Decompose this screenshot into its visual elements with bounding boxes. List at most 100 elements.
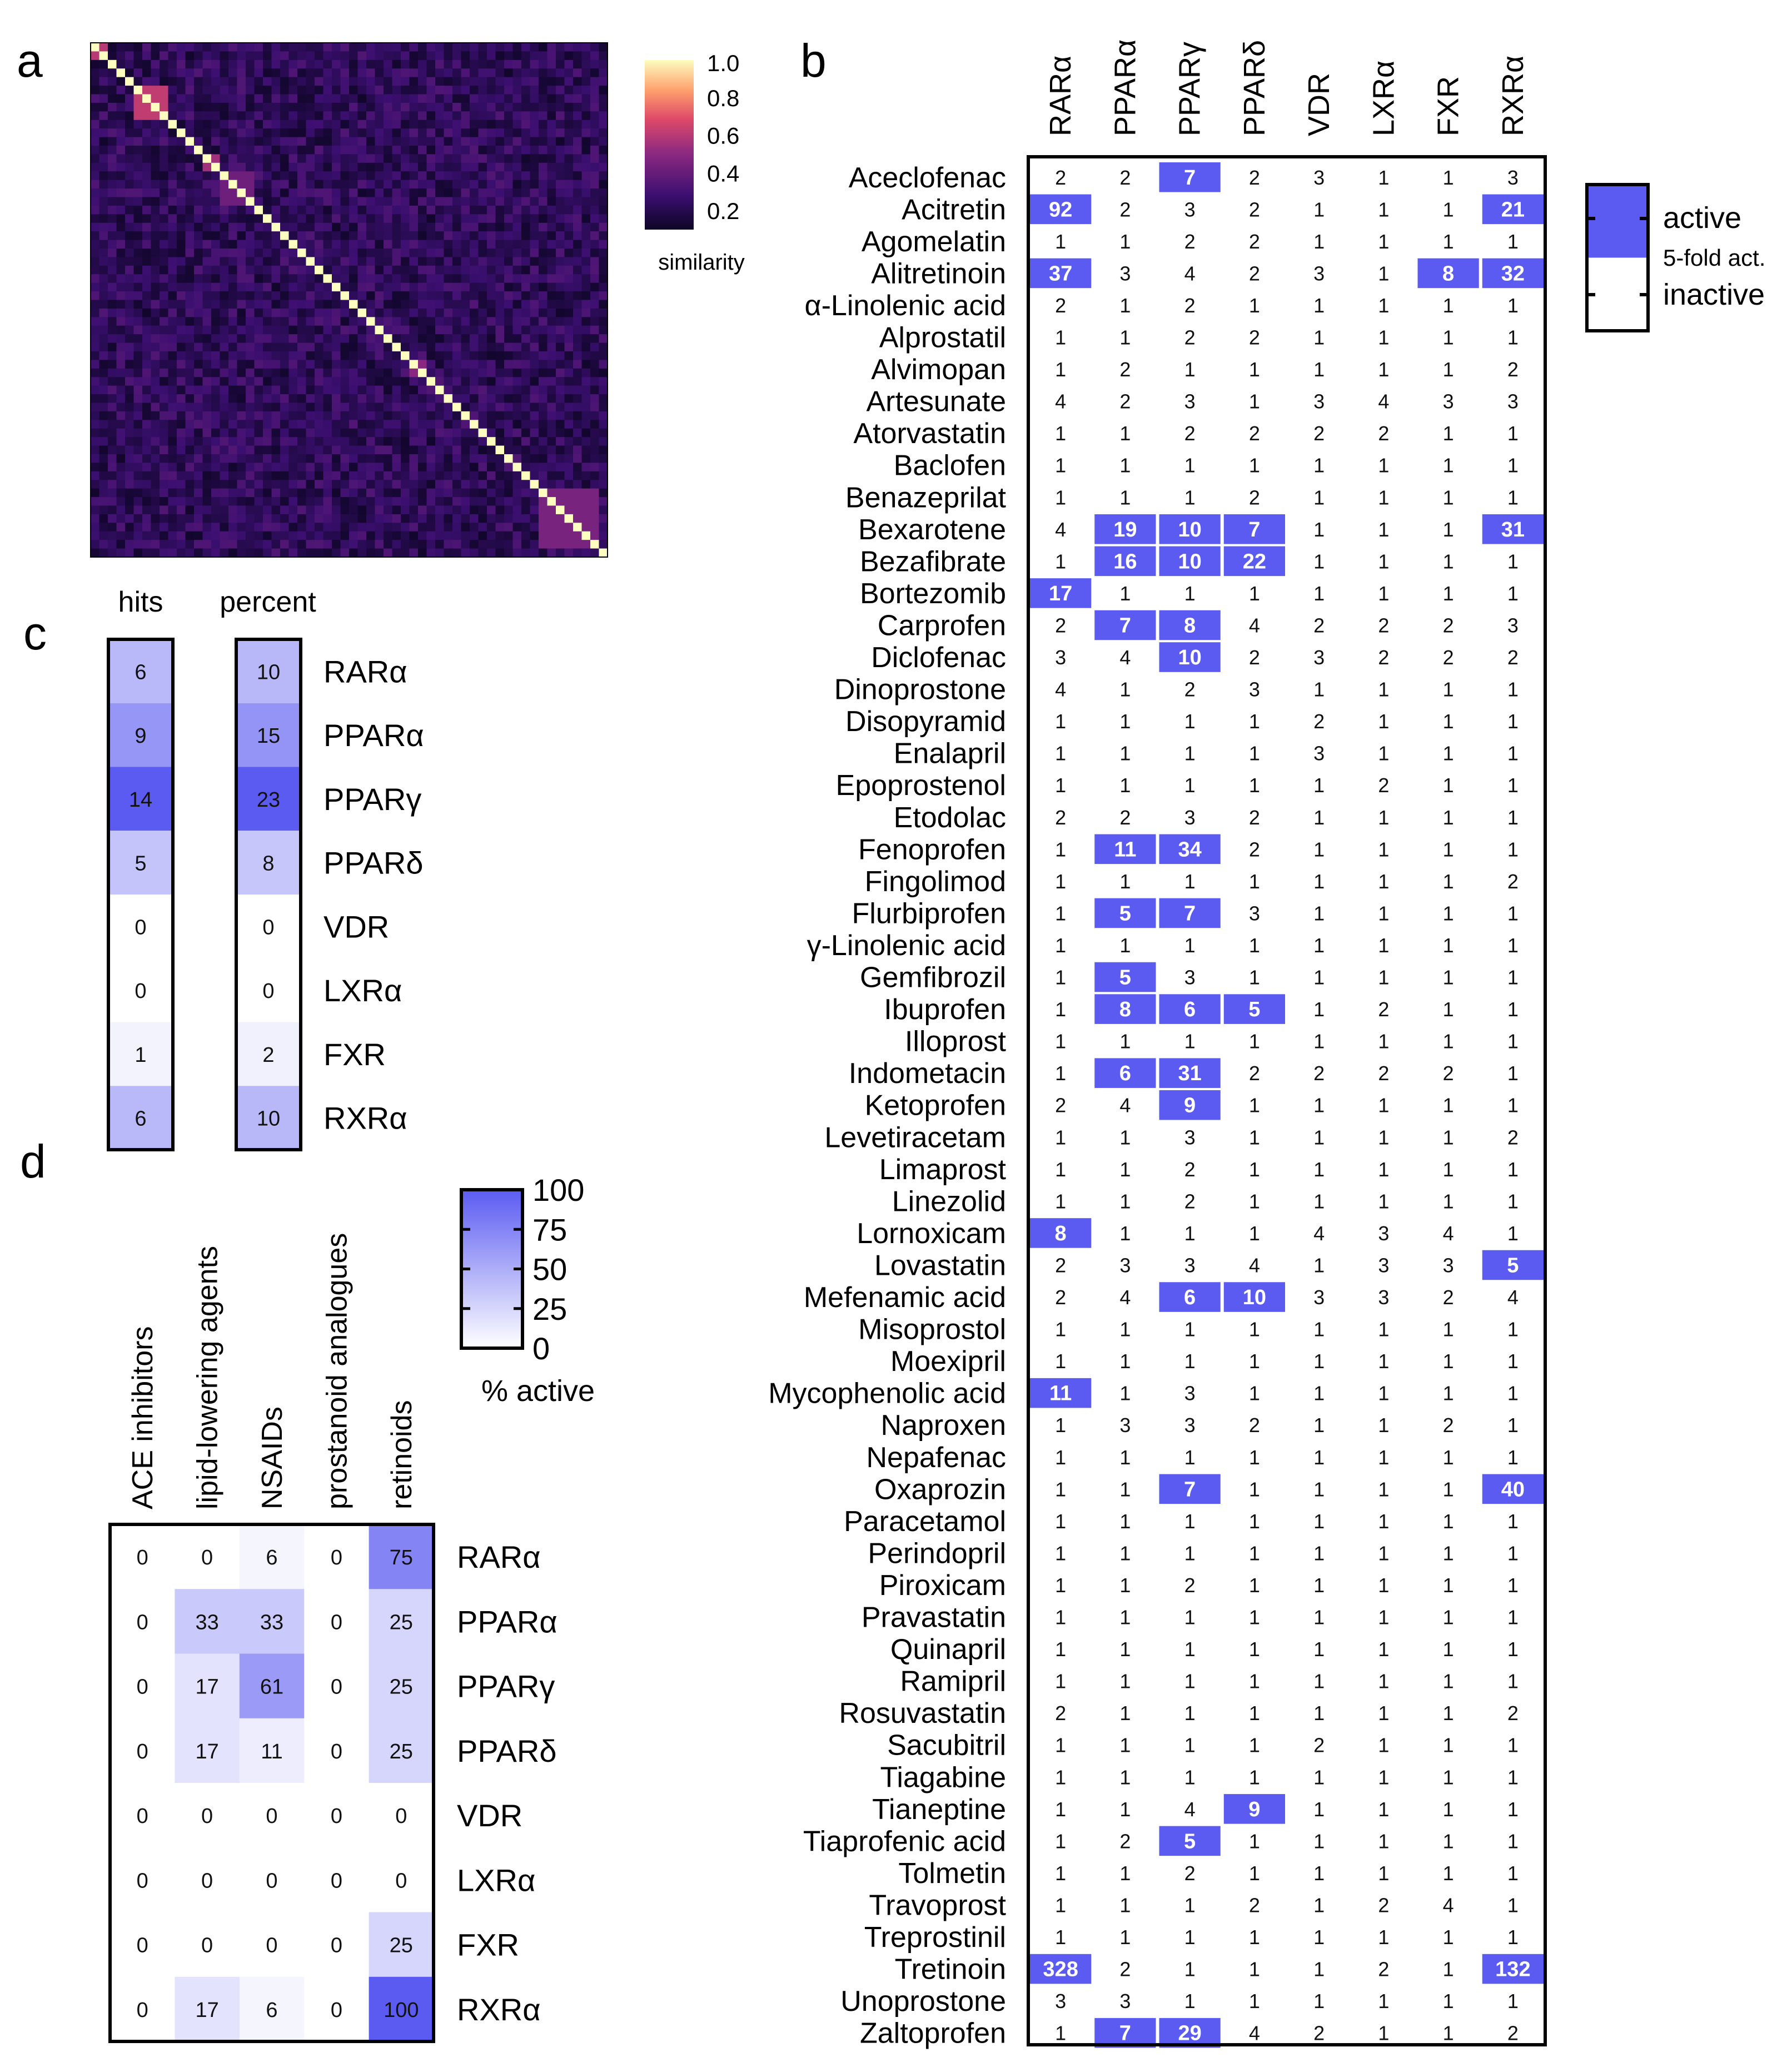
similarity-cell xyxy=(504,102,514,112)
similarity-cell xyxy=(375,505,384,515)
drug-class-header: retinoids xyxy=(386,1400,418,1509)
similarity-cell xyxy=(202,274,212,284)
similarity-cell xyxy=(444,497,453,506)
activity-value: 1 xyxy=(1184,1542,1196,1564)
similarity-cell xyxy=(91,240,100,249)
similarity-cell xyxy=(332,265,341,275)
similarity-cell xyxy=(340,540,350,549)
similarity-cell xyxy=(306,51,315,61)
activity-value: 6 xyxy=(1184,1286,1196,1309)
activity-value: 1 xyxy=(1184,934,1196,957)
similarity-cell xyxy=(409,394,419,404)
similarity-cell xyxy=(401,351,410,361)
activity-value: 29 xyxy=(1178,2022,1201,2045)
similarity-cell xyxy=(556,488,565,498)
similarity-cell xyxy=(288,403,298,412)
similarity-cell xyxy=(590,59,600,69)
similarity-cell xyxy=(375,51,384,61)
similarity-cell xyxy=(315,137,324,146)
similarity-cell xyxy=(116,188,126,198)
similarity-cell xyxy=(392,162,401,172)
similarity-cell xyxy=(384,249,393,258)
similarity-cell xyxy=(108,222,117,232)
similarity-cell xyxy=(478,265,487,275)
similarity-cell xyxy=(323,420,332,429)
similarity-cell xyxy=(530,403,539,412)
similarity-cell xyxy=(375,162,384,172)
activity-value: 1 xyxy=(1119,1382,1131,1405)
similarity-cell xyxy=(91,154,100,163)
similarity-cell xyxy=(384,342,393,352)
similarity-cell xyxy=(444,428,453,438)
similarity-cell xyxy=(202,68,212,78)
activity-value: 1 xyxy=(1119,1670,1131,1693)
receptor-label: VDR xyxy=(323,909,389,944)
similarity-cell xyxy=(564,86,574,95)
similarity-cell xyxy=(539,120,548,129)
similarity-cell xyxy=(91,231,100,241)
similarity-cell xyxy=(263,403,272,412)
activity-value: 1 xyxy=(1507,1894,1519,1916)
similarity-cell xyxy=(470,540,479,549)
similarity-cell xyxy=(211,197,221,206)
activity-table-row: Epoprostenol 1 1 1 1 1 2 1 1 xyxy=(836,769,1519,802)
similarity-cell xyxy=(142,514,152,523)
similarity-cell xyxy=(426,480,436,489)
similarity-cell xyxy=(220,360,229,369)
similarity-cell xyxy=(306,274,315,284)
similarity-cell xyxy=(133,548,143,558)
activity-value: 31 xyxy=(1501,518,1525,541)
similarity-cell xyxy=(426,171,436,181)
similarity-cell xyxy=(392,171,401,181)
similarity-cell xyxy=(435,120,445,129)
similarity-cell xyxy=(599,411,608,420)
similarity-cell xyxy=(504,403,514,412)
similarity-cell xyxy=(194,222,203,232)
similarity-cell xyxy=(452,120,462,129)
activity-value: 8 xyxy=(1055,1222,1067,1245)
similarity-cell xyxy=(487,437,496,446)
receptor-label: LXRα xyxy=(323,973,402,1008)
similarity-cell xyxy=(306,480,315,489)
similarity-cell xyxy=(91,86,100,95)
similarity-cell xyxy=(478,317,487,326)
similarity-cell xyxy=(133,325,143,335)
similarity-cell xyxy=(556,51,565,61)
similarity-cell xyxy=(366,471,376,480)
similarity-cell xyxy=(392,385,401,395)
activity-value: 8 xyxy=(1184,614,1196,637)
similarity-cell xyxy=(246,342,255,352)
activity-value: 1 xyxy=(1378,966,1389,989)
similarity-cell xyxy=(332,86,341,95)
similarity-cell xyxy=(91,463,100,472)
activity-value: 7 xyxy=(1119,2022,1131,2045)
similarity-cell xyxy=(504,531,514,540)
similarity-cell xyxy=(160,471,169,480)
similarity-cell xyxy=(547,171,556,181)
similarity-cell xyxy=(332,68,341,78)
similarity-cell xyxy=(418,257,427,266)
activity-value: 1 xyxy=(1249,1158,1260,1181)
similarity-cell xyxy=(409,523,419,532)
similarity-cell xyxy=(461,351,470,361)
similarity-cell xyxy=(444,188,453,198)
similarity-cell xyxy=(581,128,591,138)
similarity-cell xyxy=(504,471,514,480)
similarity-cell xyxy=(435,205,445,215)
similarity-cell xyxy=(91,291,100,301)
similarity-cell xyxy=(487,120,496,129)
similarity-cell xyxy=(211,265,221,275)
similarity-cell xyxy=(590,308,600,317)
similarity-cell xyxy=(418,342,427,352)
activity-value: 7 xyxy=(1184,1478,1196,1501)
similarity-cell xyxy=(409,137,419,146)
similarity-cell xyxy=(530,205,539,215)
activity-legend-swatch xyxy=(1585,183,1650,332)
similarity-cell xyxy=(108,111,117,121)
drug-name-label: Tianeptine xyxy=(872,1793,1006,1826)
similarity-cell xyxy=(539,548,548,558)
similarity-cell xyxy=(409,531,419,540)
similarity-cell xyxy=(444,445,453,455)
class-activity-cell xyxy=(304,1653,370,1719)
drug-name-label: Alvimopan xyxy=(871,354,1006,386)
